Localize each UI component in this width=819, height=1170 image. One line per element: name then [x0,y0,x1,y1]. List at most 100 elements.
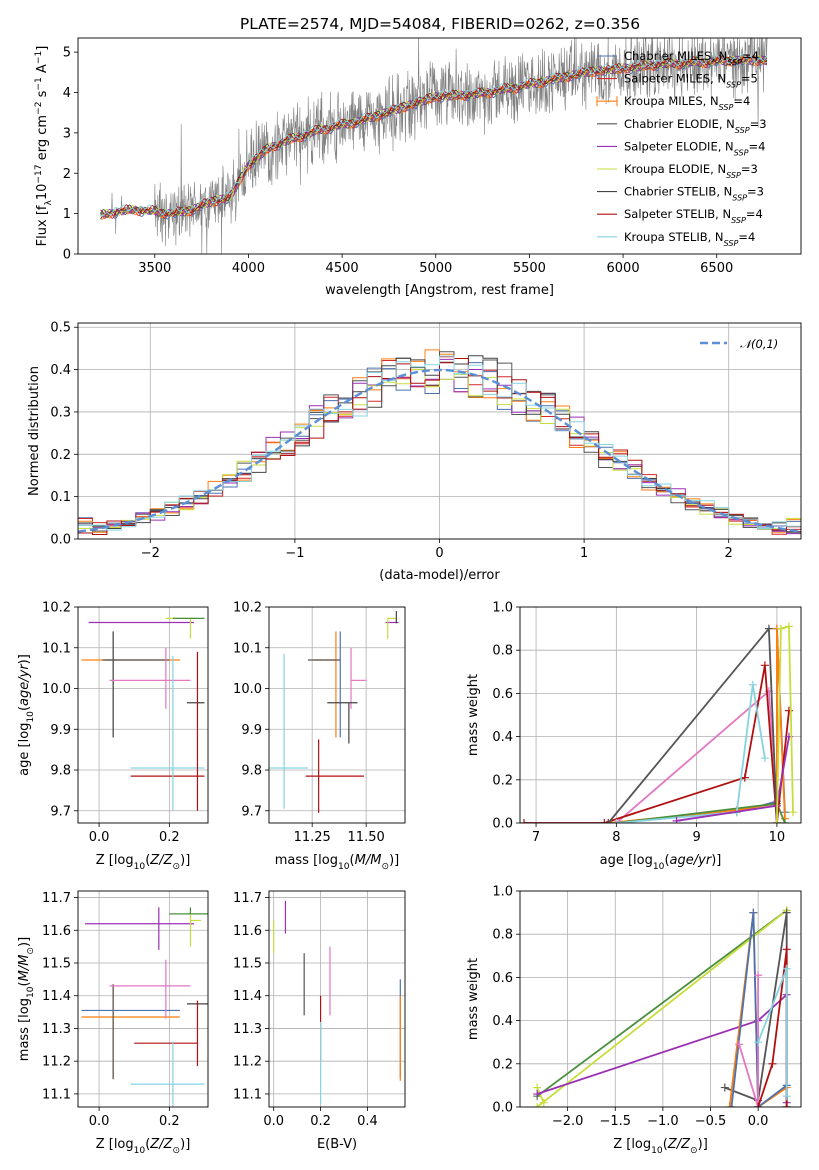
y-tick-label: 0.5 [50,321,71,336]
weight-marker [539,1098,548,1107]
histogram-line [78,356,801,535]
errorbar-point [305,739,364,813]
weight-marker [782,1092,791,1101]
axes-frame [77,890,209,1108]
weight-marker [760,754,769,763]
histogram-line [78,351,801,534]
y-axis-label: mass weight [466,674,481,756]
y-tick-label: 0.4 [492,730,513,745]
axes-frame [519,606,802,824]
weight-marker [612,819,621,823]
weight-marker [533,1090,542,1099]
legend-label: Kroupa ELODIE, NSSP=3 [624,162,758,180]
y-tick-label: 11.1 [233,1087,262,1102]
weight-marker [672,816,681,823]
y-tick-label: 1.0 [492,885,513,900]
y-tick-label: 5 [63,46,71,61]
x-tick-label: −2.0 [552,1114,584,1129]
weight-marker [720,1083,729,1092]
weight-marker [725,1103,734,1107]
axes-frame [77,606,209,824]
legend-label: Salpeter ELODIE, NSSP=4 [624,139,765,157]
y-axis-label: mass weight [466,958,481,1040]
y-tick-label: 11.4 [42,989,71,1004]
y-tick-label: 11.4 [233,989,262,1004]
errorbar-point [102,631,170,738]
plot-area [269,891,405,1107]
model-line [100,58,768,220]
axes-spectrum: 3500 4000 4500 5000 5500 6000 6500 0 1 2 3 4 5 wavele… [34,37,802,298]
errorbar-point [314,631,337,738]
weight-series [727,908,791,1107]
histogram-line [78,369,801,532]
x-axis-label: age [log10(age/yr)] [600,853,722,872]
x-tick-label: −2 [141,546,160,561]
weight-marker [604,819,613,823]
histogram-line [78,355,801,533]
y-tick-label: 11.7 [42,891,71,906]
weight-line [776,625,794,823]
weight-marker [754,971,763,980]
weight-series [533,906,791,1101]
x-tick-label: 11.25 [294,830,331,845]
weight-line [536,909,788,1107]
y-tick-label: 10.1 [42,641,71,656]
x-tick-label: 2 [725,546,733,561]
x-tick-label: 4500 [326,261,359,276]
errorbar-point [106,631,117,738]
weight-marker [782,908,791,917]
weight-marker [788,808,797,817]
weight-line [536,909,788,1097]
axes-frame [268,890,406,1108]
x-tick-label: 7 [532,830,540,845]
y-tick-label: 2 [63,167,71,182]
errorbar-point [109,647,191,709]
x-axis-label: (data-model)/error [379,568,500,583]
errorbar-point [81,984,180,1080]
x-tick-label: 6000 [607,261,640,276]
x-axis-label: Z [log10(Z/Z⊙)] [96,1137,191,1156]
errorbar-point [327,702,358,744]
plot-area [78,607,208,823]
x-tick-label: 0.0 [263,1114,284,1129]
weight-series [754,964,791,1101]
model-line [100,53,768,217]
legend-label: Chabrier STELIB, NSSP=3 [624,185,764,203]
y-tick-label: 10.2 [233,601,262,616]
weight-line [524,665,790,823]
y-tick-label: 0.2 [492,1057,513,1072]
weight-marker [782,945,791,954]
x-tick-label: 0.0 [748,1114,769,1129]
y-tick-label: 0.4 [50,363,71,378]
x-tick-label: 5000 [419,261,452,276]
y-tick-label: 11.3 [42,1022,71,1037]
x-tick-label: 9 [692,830,700,845]
errorbar-point [189,910,201,947]
x-tick-label: 0.2 [159,1114,180,1129]
y-tick-label: 10.2 [42,601,71,616]
x-tick-label: 11.50 [348,830,385,845]
y-tick-label: 0.3 [50,405,71,420]
y-tick-label: 0.8 [492,928,513,943]
errorbar-point [350,647,367,709]
weight-marker [784,622,793,631]
legend-label: Kroupa MILES, NSSP=4 [624,94,750,112]
weight-line [616,684,766,823]
errorbar-point [134,1000,199,1067]
y-axis-label: Normed distribution [27,366,42,496]
x-tick-label: 10 [769,830,786,845]
x-tick-label: 0.2 [159,830,180,845]
figure-title: PLATE=2574, MJD=54084, FIBERID=0262, z=0… [240,15,640,33]
weight-marker [748,680,757,689]
y-tick-label: 0.4 [492,1014,513,1029]
errorbar-point [165,617,198,639]
weight-marker [735,1040,744,1049]
errorbar-point [81,631,180,738]
y-tick-label: 10.1 [233,641,262,656]
axes-massweight-vs-Z: −2.0 −1.5 −1.0 −0.5 0.0 0.0 0.2 0.4 0.6 0.8 1.0 Z [… [466,885,802,1156]
x-tick-label: 0.0 [89,830,110,845]
y-tick-label: 11.7 [233,891,262,906]
y-tick-label: 11.1 [42,1087,71,1102]
x-tick-label: 1 [580,546,588,561]
axes-frame [268,606,406,824]
